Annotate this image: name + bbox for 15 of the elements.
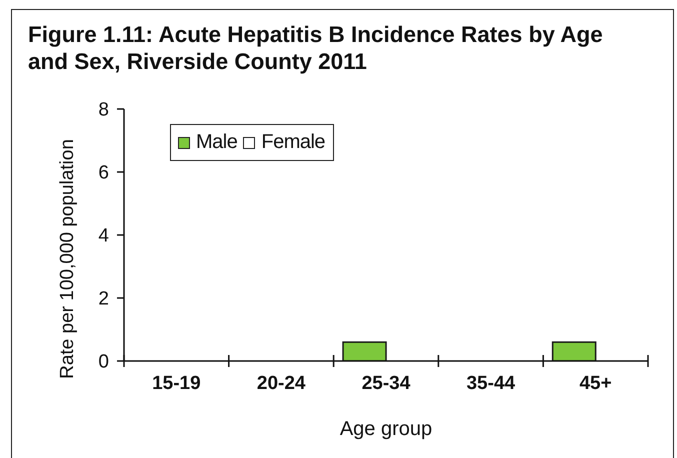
x-tick-label: 20-24 [256, 373, 306, 394]
chart-title: Figure 1.11: Acute Hepatitis B Incidence Rates by Age and Sex, Riverside County 2011 [28, 22, 603, 74]
y-tick-label: 2 [98, 288, 109, 310]
x-tick-label: 15-19 [152, 373, 201, 394]
x-tick-label: 45+ [579, 373, 612, 394]
legend-label: Female [261, 131, 326, 153]
x-axis-title: Age group [340, 418, 432, 440]
legend-label: Male [196, 131, 238, 153]
y-tick-label: 0 [98, 352, 109, 373]
y-tick-label: 4 [98, 226, 110, 247]
x-tick-label: 25-34 [362, 373, 411, 394]
y-tick-label: 6 [98, 162, 109, 184]
y-axis-title: Rate per 100,000 population [57, 139, 78, 379]
x-tick-label: 35-44 [466, 373, 516, 394]
y-tick-label: 8 [98, 100, 109, 121]
